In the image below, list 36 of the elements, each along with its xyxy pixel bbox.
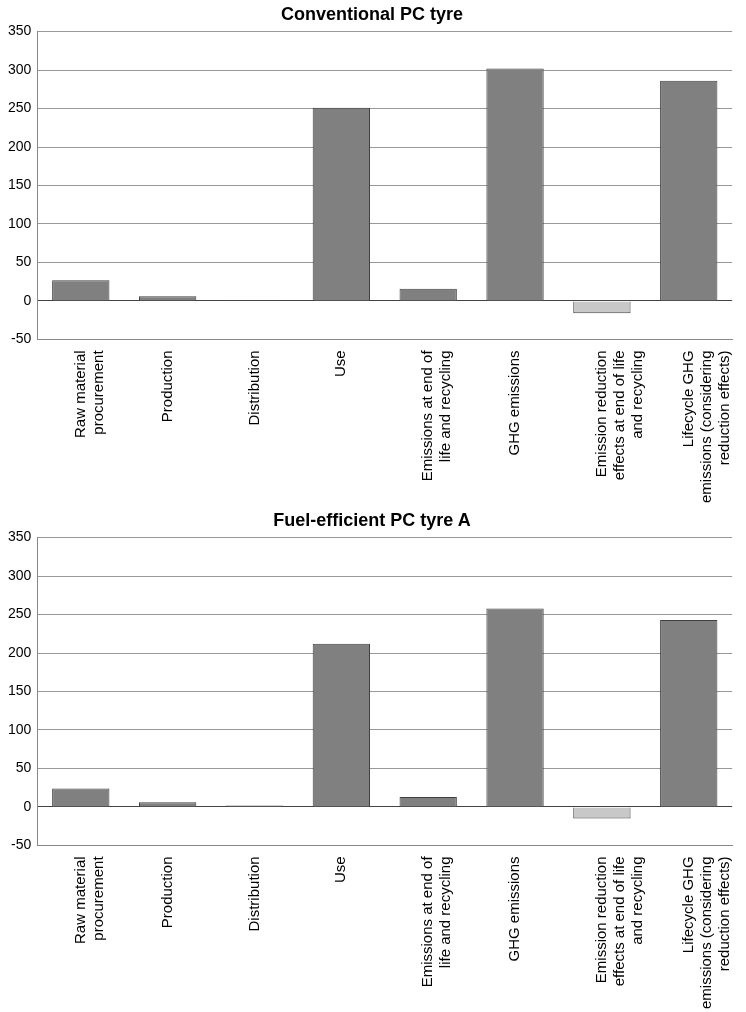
- x-tick-label: GHG emissions: [505, 856, 523, 962]
- y-tick-label: 150: [8, 176, 32, 193]
- y-tick-label: 250: [8, 99, 32, 116]
- x-tick-label: Lifecycle GHG emissions (considering reduction effects): [678, 350, 732, 504]
- x-tick-label: Distribution: [244, 350, 262, 426]
- x-tick-label: Raw material procurement: [70, 855, 106, 944]
- y-tick-label: -50: [11, 330, 32, 347]
- y-tick-label: 250: [8, 605, 32, 622]
- chart-title: Fuel-efficient PC tyre A: [273, 509, 471, 530]
- y-tick-label: 100: [8, 720, 32, 737]
- y-tick-label: 50: [15, 253, 32, 270]
- x-tick-label: Emissions at end of life and recycling: [418, 855, 454, 988]
- y-tick-label: 350: [8, 22, 32, 39]
- y-tick-label: 200: [8, 137, 32, 154]
- x-tick-label: Production: [157, 856, 175, 929]
- y-tick-label: 300: [8, 566, 32, 583]
- y-tick-label: 300: [8, 60, 32, 77]
- chart-title: Conventional PC tyre: [280, 3, 464, 24]
- x-tick-label: Production: [157, 350, 175, 423]
- y-tick-label: 200: [8, 643, 32, 660]
- x-tick-label: Lifecycle GHG emissions (considering reduction effects): [678, 856, 732, 1010]
- x-tick-label: Emissions at end of life and recycling: [418, 349, 454, 482]
- y-tick-label: 150: [8, 682, 32, 699]
- y-tick-label: 350: [8, 528, 32, 545]
- y-tick-label: 0: [23, 797, 32, 814]
- x-tick-label: Use: [331, 350, 349, 378]
- y-tick-label: 50: [15, 759, 32, 776]
- y-tick-label: 0: [23, 291, 32, 308]
- x-tick-label: Use: [331, 856, 349, 884]
- x-tick-label: Emission reduction effects at end of life and recycling: [592, 350, 646, 481]
- x-tick-label: GHG emissions: [505, 350, 523, 456]
- x-tick-label: Emission reduction effects at end of life and recycling: [592, 856, 646, 987]
- x-tick-label: Distribution: [244, 856, 262, 932]
- y-tick-label: 100: [8, 214, 32, 231]
- x-tick-label: Raw material procurement: [70, 349, 106, 438]
- y-tick-label: -50: [11, 836, 32, 853]
